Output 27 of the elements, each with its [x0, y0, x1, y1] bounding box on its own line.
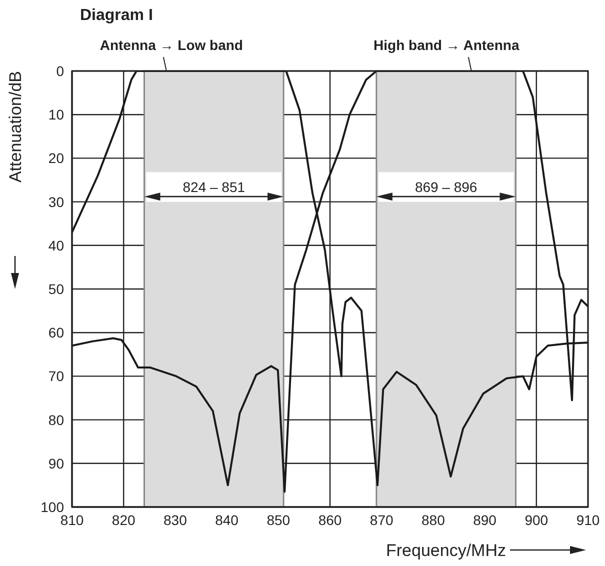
chart-title: Diagram I	[80, 7, 153, 24]
x-tick-label: 860	[318, 512, 342, 528]
y-tick-label: 20	[48, 150, 64, 166]
annotation: High band → Antenna	[374, 37, 520, 53]
x-tick-label: 880	[422, 512, 446, 528]
y-tick-label: 0	[56, 62, 64, 79]
y-tick-label: 80	[48, 412, 64, 428]
x-tick-label: 840	[215, 512, 239, 528]
x-tick-label: 830	[164, 512, 188, 528]
y-tick-label: 60	[48, 324, 64, 341]
x-axis-title: Frequency/MHz	[386, 541, 506, 560]
y-tick-label: 30	[48, 194, 64, 210]
x-tick-label: 820	[112, 512, 136, 528]
x-tick-label: 890	[473, 512, 497, 528]
x-tick-label: 870	[370, 512, 394, 528]
y-tick-label: 90	[48, 455, 64, 472]
band-label: 869 – 896	[414, 179, 478, 196]
x-tick-label: 900	[524, 512, 548, 528]
y-axis-title: Attenuation/dB	[6, 71, 25, 183]
annotation: Antenna → Low band	[100, 37, 243, 53]
band-label: 824 – 851	[182, 179, 246, 196]
y-tick-label: 40	[48, 237, 64, 254]
y-tick-label: 50	[48, 280, 64, 297]
y-tick-label: 70	[48, 368, 64, 384]
y-tick-label: 10	[48, 106, 64, 123]
x-tick-label: 850	[266, 512, 290, 528]
x-tick-label: 910	[576, 512, 600, 528]
